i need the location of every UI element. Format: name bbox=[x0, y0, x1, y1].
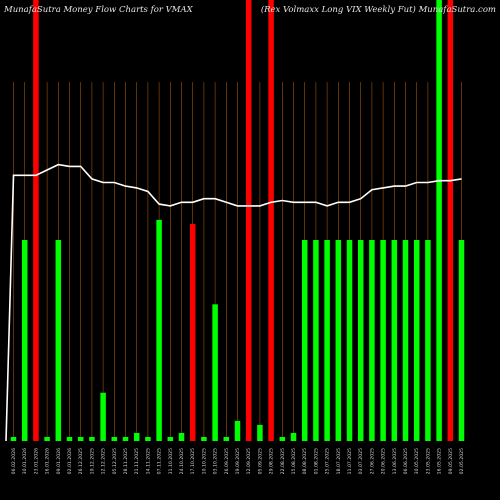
x-tick-label: 26.09.2025 bbox=[224, 448, 230, 474]
money-flow-bar bbox=[324, 240, 330, 441]
x-tick-label: 19.09.2025 bbox=[235, 448, 241, 474]
x-tick-label: 02.01.2026 bbox=[67, 448, 73, 474]
chart-title-right: (Rex Volmaxx Long VIX Weekly Fut) Munafa… bbox=[261, 4, 496, 15]
x-tick-label: 20.06.2025 bbox=[381, 448, 387, 474]
x-tick-label: 06.06.2025 bbox=[403, 448, 409, 474]
money-flow-bar bbox=[212, 304, 218, 441]
money-flow-bar bbox=[335, 240, 342, 441]
chart-title-left: MunafaSutra Money Flow Charts for VMAX bbox=[3, 5, 194, 15]
money-flow-bar bbox=[245, 0, 252, 441]
x-tick-label: 31.10.2025 bbox=[168, 448, 174, 474]
money-flow-bar bbox=[425, 240, 431, 441]
x-tick-label: 15.08.2025 bbox=[291, 448, 297, 474]
money-flow-bar bbox=[10, 436, 17, 441]
money-flow-bar bbox=[77, 436, 84, 441]
x-tick-label: 10.10.2025 bbox=[201, 448, 207, 474]
x-tick-label: 23.01.2026 bbox=[33, 448, 39, 474]
x-tick-label: 21.11.2025 bbox=[134, 448, 140, 474]
x-tick-label: 12.12.2025 bbox=[101, 448, 107, 474]
money-flow-bar bbox=[66, 436, 73, 441]
price-line bbox=[5, 163, 462, 442]
x-tick-label: 07.11.2025 bbox=[157, 448, 163, 474]
x-tick-label: 03.07.2025 bbox=[358, 448, 364, 474]
money-flow-bar bbox=[167, 436, 174, 441]
x-tick-label: 02.05.2025 bbox=[459, 448, 465, 474]
x-tick-label: 22.08.2025 bbox=[280, 448, 286, 474]
money-flow-bar bbox=[346, 240, 353, 441]
x-tick-label: 28.11.2025 bbox=[123, 448, 129, 474]
money-flow-bar bbox=[189, 223, 196, 441]
money-flow-bar bbox=[257, 424, 263, 441]
money-flow-bar bbox=[21, 240, 28, 441]
x-tick-label: 26.12.2025 bbox=[78, 448, 84, 474]
money-flow-bar bbox=[122, 436, 129, 441]
x-axis-ticks: 06.02.2026 30.01.2026 23.01.2026 16.01.2026… bbox=[11, 448, 465, 474]
x-tick-label: 16.01.2026 bbox=[45, 448, 51, 474]
money-flow-bar bbox=[234, 420, 241, 441]
money-flow-bar bbox=[133, 432, 140, 441]
x-tick-label: 01.08.2025 bbox=[313, 448, 319, 474]
x-tick-label: 05.09.2025 bbox=[257, 448, 263, 474]
money-flow-bar bbox=[156, 219, 162, 441]
money-flow-bar bbox=[55, 240, 62, 441]
money-flow-bar bbox=[391, 240, 398, 441]
x-tick-label: 06.02.2026 bbox=[11, 448, 17, 474]
money-flow-bar bbox=[357, 240, 364, 441]
x-tick-label: 25.07.2025 bbox=[325, 448, 331, 474]
money-flow-bar bbox=[447, 0, 454, 441]
x-tick-label: 19.12.2025 bbox=[89, 448, 95, 474]
money-flow-bar bbox=[100, 392, 106, 441]
x-tick-label: 11.07.2025 bbox=[347, 448, 353, 474]
money-flow-bar bbox=[33, 0, 39, 441]
money-flow-bar bbox=[436, 0, 442, 441]
money-flow-bar bbox=[380, 240, 386, 441]
money-flow-bar bbox=[279, 436, 286, 441]
money-flow-bar bbox=[89, 436, 95, 441]
x-tick-label: 12.09.2025 bbox=[246, 448, 252, 474]
x-tick-label: 17.10.2025 bbox=[190, 448, 196, 474]
x-tick-label: 03.10.2025 bbox=[213, 448, 219, 474]
x-tick-label: 08.08.2025 bbox=[302, 448, 308, 474]
money-flow-bar bbox=[268, 0, 274, 441]
price-line-layer bbox=[5, 163, 462, 442]
money-flow-bar bbox=[223, 436, 230, 441]
x-tick-label: 09.01.2026 bbox=[56, 448, 62, 474]
x-tick-label: 14.11.2025 bbox=[145, 448, 151, 474]
x-tick-label: 05.12.2025 bbox=[112, 448, 118, 474]
money-flow-bar bbox=[402, 240, 409, 441]
x-tick-label: 13.06.2025 bbox=[392, 448, 398, 474]
x-tick-label: 29.08.2025 bbox=[269, 448, 275, 474]
money-flow-bar bbox=[290, 432, 297, 441]
money-flow-bar bbox=[301, 240, 308, 441]
x-tick-label: 24.10.2025 bbox=[179, 448, 185, 474]
money-flow-bar bbox=[458, 240, 465, 441]
x-tick-label: 27.06.2025 bbox=[369, 448, 375, 474]
x-tick-label: 18.07.2025 bbox=[336, 448, 342, 474]
money-flow-bar bbox=[111, 436, 118, 441]
money-flow-bar bbox=[44, 436, 50, 441]
money-flow-bar bbox=[413, 240, 420, 441]
money-flow-bar bbox=[313, 240, 319, 441]
x-tick-label: 30.05.2025 bbox=[414, 448, 420, 474]
x-tick-label: 30.01.2026 bbox=[22, 448, 28, 474]
money-flow-bar bbox=[178, 432, 185, 441]
money-flow-bars bbox=[10, 0, 465, 441]
x-tick-label: 16.05.2025 bbox=[437, 448, 443, 474]
money-flow-bar bbox=[145, 436, 151, 441]
x-tick-label: 09.05.2025 bbox=[448, 448, 454, 474]
money-flow-bar bbox=[201, 436, 207, 441]
x-tick-label: 23.05.2025 bbox=[425, 448, 431, 474]
money-flow-bar bbox=[369, 240, 375, 441]
